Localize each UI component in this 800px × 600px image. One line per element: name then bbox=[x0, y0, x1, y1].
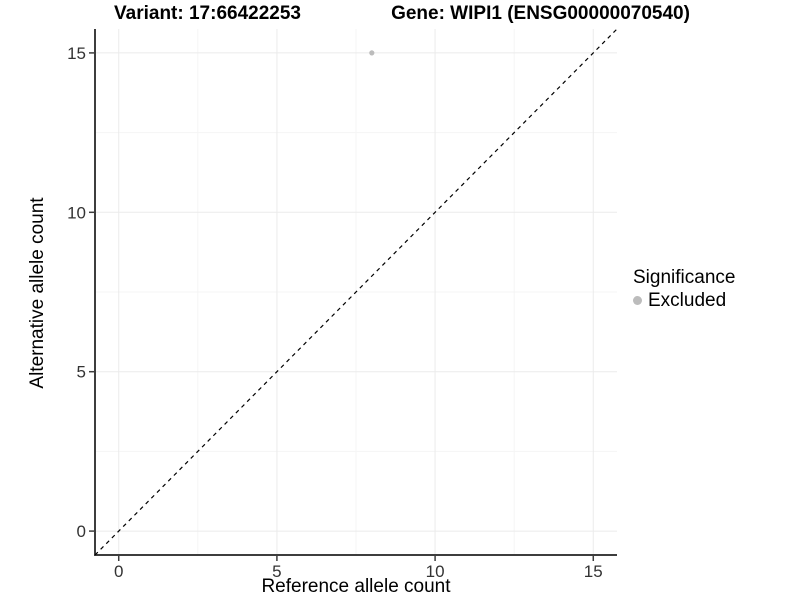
x-tick-label: 0 bbox=[114, 562, 123, 581]
gene-title: Gene: WIPI1 (ENSG00000070540) bbox=[391, 3, 690, 24]
y-tick-label: 15 bbox=[67, 44, 86, 63]
y-tick-label: 10 bbox=[67, 203, 86, 222]
data-point bbox=[369, 50, 375, 56]
legend-item-label: Excluded bbox=[648, 290, 727, 311]
y-tick-label: 0 bbox=[77, 522, 86, 541]
excluded-point-icon bbox=[633, 296, 642, 305]
identity-dashed-line bbox=[94, 28, 618, 556]
variant-title: Variant: 17:66422253 bbox=[114, 3, 301, 24]
x-tick-label: 5 bbox=[272, 562, 281, 581]
legend-item-excluded: Excluded bbox=[633, 289, 735, 312]
x-tick-label: 15 bbox=[584, 562, 603, 581]
legend: Significance Excluded bbox=[633, 266, 735, 312]
y-tick-label: 5 bbox=[77, 363, 86, 382]
x-axis-title: Reference allele count bbox=[261, 576, 451, 597]
x-tick-label: 10 bbox=[426, 562, 445, 581]
legend-title: Significance bbox=[633, 267, 736, 288]
